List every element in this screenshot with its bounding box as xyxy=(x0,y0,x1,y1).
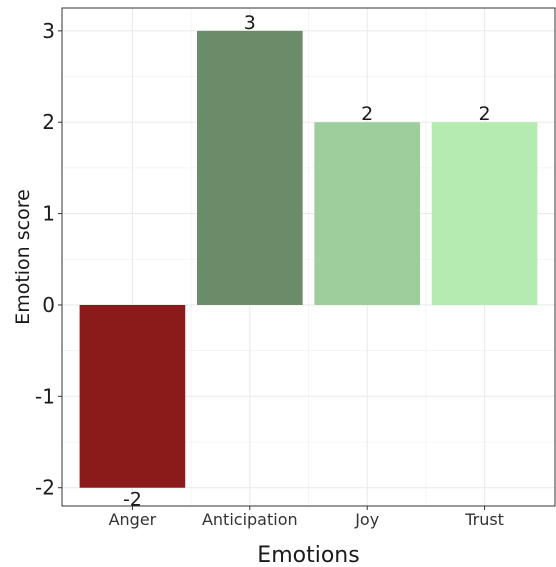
y-tick-label: -2 xyxy=(35,476,55,500)
data-label-joy: 2 xyxy=(361,103,373,125)
bar-trust xyxy=(431,122,538,305)
x-axis-ticks: Anger Anticipation Joy Trust xyxy=(109,506,504,529)
data-label-anticipation: 3 xyxy=(244,12,256,34)
bar-joy xyxy=(314,122,421,305)
y-axis-title: Emotion score xyxy=(12,189,34,325)
y-tick-label: 3 xyxy=(42,19,55,43)
y-tick-label: 2 xyxy=(42,110,55,134)
x-tick-label: Anticipation xyxy=(202,510,298,529)
data-label-trust: 2 xyxy=(479,103,491,125)
x-tick-label: Trust xyxy=(464,510,504,529)
y-tick-label: -1 xyxy=(35,384,55,408)
bar-anger xyxy=(79,304,186,488)
y-tick-label: 1 xyxy=(42,202,55,226)
x-tick-label: Anger xyxy=(109,510,157,529)
data-labels: -2 3 2 2 xyxy=(123,12,491,511)
data-label-anger: -2 xyxy=(123,489,142,511)
bars xyxy=(79,30,538,488)
y-axis-ticks: -2 -1 0 1 2 3 xyxy=(35,19,62,500)
x-axis-title: Emotions xyxy=(257,543,359,567)
y-tick-label: 0 xyxy=(42,293,55,317)
plot-panel-border xyxy=(61,7,556,507)
bar-anticipation xyxy=(196,30,303,305)
x-tick-label: Joy xyxy=(354,510,379,529)
